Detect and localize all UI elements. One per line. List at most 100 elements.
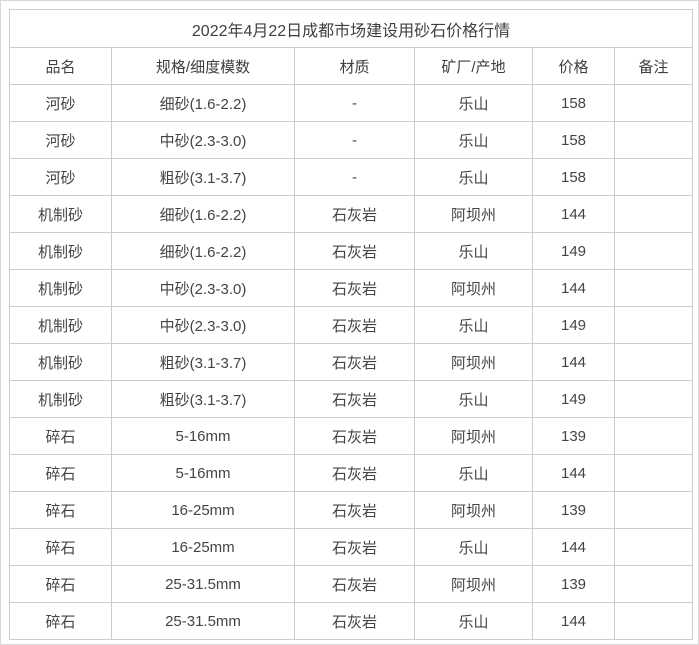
table-cell: 石灰岩 [294, 602, 415, 640]
table-cell: 粗砂(3.1-3.7) [111, 343, 295, 381]
table-cell: 阿坝州 [414, 491, 533, 529]
table-cell: 石灰岩 [294, 491, 415, 529]
table-cell: 139 [532, 491, 615, 529]
table-cell [613, 417, 694, 455]
table-cell: 细砂(1.6-2.2) [111, 84, 295, 122]
column-header: 备注 [613, 47, 694, 85]
table-cell: 144 [532, 195, 615, 233]
table-cell: 16-25mm [111, 528, 295, 566]
table-cell: 细砂(1.6-2.2) [111, 195, 295, 233]
table-cell: 158 [532, 84, 615, 122]
table-row: 碎石 25-31.5mm 石灰岩 乐山 144 [9, 602, 694, 640]
table-cell: 阿坝州 [414, 195, 533, 233]
table-cell [613, 491, 694, 529]
table-row: 机制砂 粗砂(3.1-3.7) 石灰岩 阿坝州 144 [9, 343, 694, 381]
table-cell: 乐山 [414, 528, 533, 566]
table-cell: 石灰岩 [294, 528, 415, 566]
table-cell: 144 [532, 269, 615, 307]
table-cell: 机制砂 [9, 306, 112, 344]
table-cell: 细砂(1.6-2.2) [111, 232, 295, 270]
table-cell [613, 121, 694, 159]
table-cell: 石灰岩 [294, 417, 415, 455]
table-row: 碎石 5-16mm 石灰岩 阿坝州 139 [9, 417, 694, 455]
table-cell [613, 158, 694, 196]
table-title: 2022年4月22日成都市场建设用砂石价格行情 [8, 9, 694, 48]
table-cell: 144 [532, 454, 615, 492]
table-cell: - [294, 121, 415, 159]
table-row: 河砂 粗砂(3.1-3.7) - 乐山 158 [9, 158, 694, 196]
table-cell: 25-31.5mm [111, 602, 295, 640]
table-body: 河砂 细砂(1.6-2.2) - 乐山 158 河砂 中砂(2.3-3.0) - 乐山 158 河砂… [9, 84, 694, 640]
table-row: 碎石 25-31.5mm 石灰岩 阿坝州 139 [9, 565, 694, 603]
table-cell [613, 343, 694, 381]
table-cell: 乐山 [414, 454, 533, 492]
table-cell [613, 232, 694, 270]
table-cell: 25-31.5mm [111, 565, 295, 603]
table-cell: 粗砂(3.1-3.7) [111, 158, 295, 196]
table-cell: 乐山 [414, 121, 533, 159]
table-cell: 机制砂 [9, 343, 112, 381]
table-cell: 乐山 [414, 380, 533, 418]
table-cell: 机制砂 [9, 380, 112, 418]
table-cell [613, 565, 694, 603]
table-cell: 粗砂(3.1-3.7) [111, 380, 295, 418]
table-cell: 碎石 [9, 602, 112, 640]
table-cell: 石灰岩 [294, 454, 415, 492]
table-cell: 16-25mm [111, 491, 295, 529]
table-cell: 乐山 [414, 84, 533, 122]
table-cell: 机制砂 [9, 269, 112, 307]
column-header: 品名 [9, 47, 112, 85]
table-row: 机制砂 细砂(1.6-2.2) 石灰岩 乐山 149 [9, 232, 694, 270]
table-cell: 158 [532, 158, 615, 196]
table-row: 机制砂 中砂(2.3-3.0) 石灰岩 阿坝州 144 [9, 269, 694, 307]
table-cell: 机制砂 [9, 195, 112, 233]
table-row: 碎石 16-25mm 石灰岩 阿坝州 139 [9, 491, 694, 529]
table-cell [613, 528, 694, 566]
table-cell: 石灰岩 [294, 232, 415, 270]
table-row: 河砂 中砂(2.3-3.0) - 乐山 158 [9, 121, 694, 159]
table-cell: 石灰岩 [294, 343, 415, 381]
table-cell: 5-16mm [111, 417, 295, 455]
table-cell: 石灰岩 [294, 306, 415, 344]
table-cell: 阿坝州 [414, 417, 533, 455]
table-cell: 碎石 [9, 565, 112, 603]
table-row: 河砂 细砂(1.6-2.2) - 乐山 158 [9, 84, 694, 122]
table-cell [613, 306, 694, 344]
table-row: 碎石 16-25mm 石灰岩 乐山 144 [9, 528, 694, 566]
table-row: 机制砂 粗砂(3.1-3.7) 石灰岩 乐山 149 [9, 380, 694, 418]
table-cell: 乐山 [414, 602, 533, 640]
table-cell: 河砂 [9, 84, 112, 122]
table-cell: 144 [532, 528, 615, 566]
table-cell: 149 [532, 380, 615, 418]
column-header: 材质 [294, 47, 415, 85]
table-title-row: 2022年4月22日成都市场建设用砂石价格行情 [8, 9, 694, 48]
table-cell: 碎石 [9, 491, 112, 529]
table-cell: 河砂 [9, 121, 112, 159]
table-cell: 乐山 [414, 306, 533, 344]
table-cell: 158 [532, 121, 615, 159]
table-cell: 乐山 [414, 158, 533, 196]
table-row: 机制砂 细砂(1.6-2.2) 石灰岩 阿坝州 144 [9, 195, 694, 233]
table-cell [613, 84, 694, 122]
table-cell: 中砂(2.3-3.0) [111, 121, 295, 159]
table-cell: 石灰岩 [294, 269, 415, 307]
table-cell: 中砂(2.3-3.0) [111, 269, 295, 307]
table-header-row: 品名 规格/细度模数 材质 矿厂/产地 价格 备注 [9, 47, 694, 85]
table-cell: 碎石 [9, 454, 112, 492]
table-cell [613, 602, 694, 640]
column-header: 价格 [532, 47, 615, 85]
table-cell: 机制砂 [9, 232, 112, 270]
table-cell: 乐山 [414, 232, 533, 270]
table-cell: 中砂(2.3-3.0) [111, 306, 295, 344]
table-cell [613, 195, 694, 233]
price-table: 2022年4月22日成都市场建设用砂石价格行情 品名 规格/细度模数 材质 矿厂/产地… [8, 9, 694, 640]
table-cell: 阿坝州 [414, 565, 533, 603]
table-cell [613, 454, 694, 492]
table-row: 机制砂 中砂(2.3-3.0) 石灰岩 乐山 149 [9, 306, 694, 344]
column-header: 矿厂/产地 [414, 47, 533, 85]
column-header: 规格/细度模数 [111, 47, 295, 85]
table-row: 碎石 5-16mm 石灰岩 乐山 144 [9, 454, 694, 492]
table-cell: 139 [532, 565, 615, 603]
table-cell [613, 380, 694, 418]
